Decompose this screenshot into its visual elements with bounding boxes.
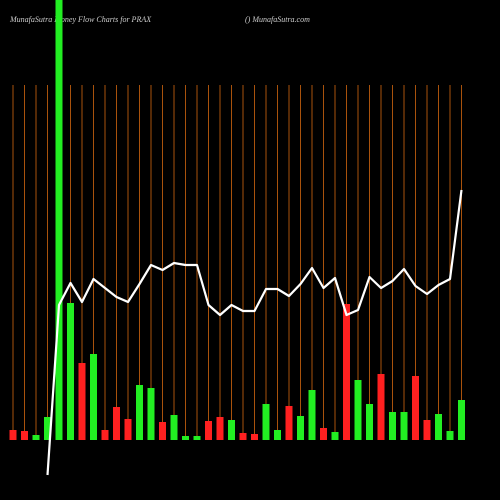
bar: [435, 414, 442, 440]
bar: [205, 421, 212, 440]
bar: [320, 428, 327, 440]
bar: [412, 376, 419, 440]
bar: [124, 419, 132, 440]
bar: [251, 434, 258, 440]
bar: [193, 436, 201, 440]
bar: [21, 431, 28, 440]
bar: [274, 430, 281, 440]
bar: [297, 416, 304, 440]
bar: [331, 432, 339, 440]
bar: [32, 435, 40, 440]
bar: [239, 433, 247, 440]
bar: [354, 380, 362, 440]
bar: [9, 430, 17, 440]
bar: [423, 420, 431, 440]
bar: [147, 388, 155, 440]
bar: [55, 0, 63, 441]
chart-subtitle: () MunafaSutra.com: [245, 15, 310, 24]
bar: [446, 431, 454, 440]
bar: [216, 417, 224, 440]
bar: [159, 422, 166, 440]
bar: [343, 304, 350, 440]
bar: [458, 400, 465, 440]
bar: [377, 374, 385, 440]
bar: [182, 436, 189, 440]
bar: [44, 417, 51, 440]
bar: [285, 406, 293, 440]
bar: [90, 354, 97, 440]
bar: [67, 303, 74, 440]
money-flow-line: [46, 189, 463, 476]
bar: [170, 415, 178, 440]
bar: [366, 404, 373, 440]
bar: [262, 404, 270, 440]
bar: [389, 412, 396, 440]
bar: [228, 420, 235, 440]
bar: [113, 407, 120, 440]
bar: [400, 412, 408, 440]
bar: [78, 363, 86, 440]
chart-title: MunafaSutra Money Flow Charts for PRAX: [9, 15, 152, 24]
bar: [308, 390, 316, 440]
bar: [101, 430, 109, 440]
bar: [136, 385, 143, 440]
